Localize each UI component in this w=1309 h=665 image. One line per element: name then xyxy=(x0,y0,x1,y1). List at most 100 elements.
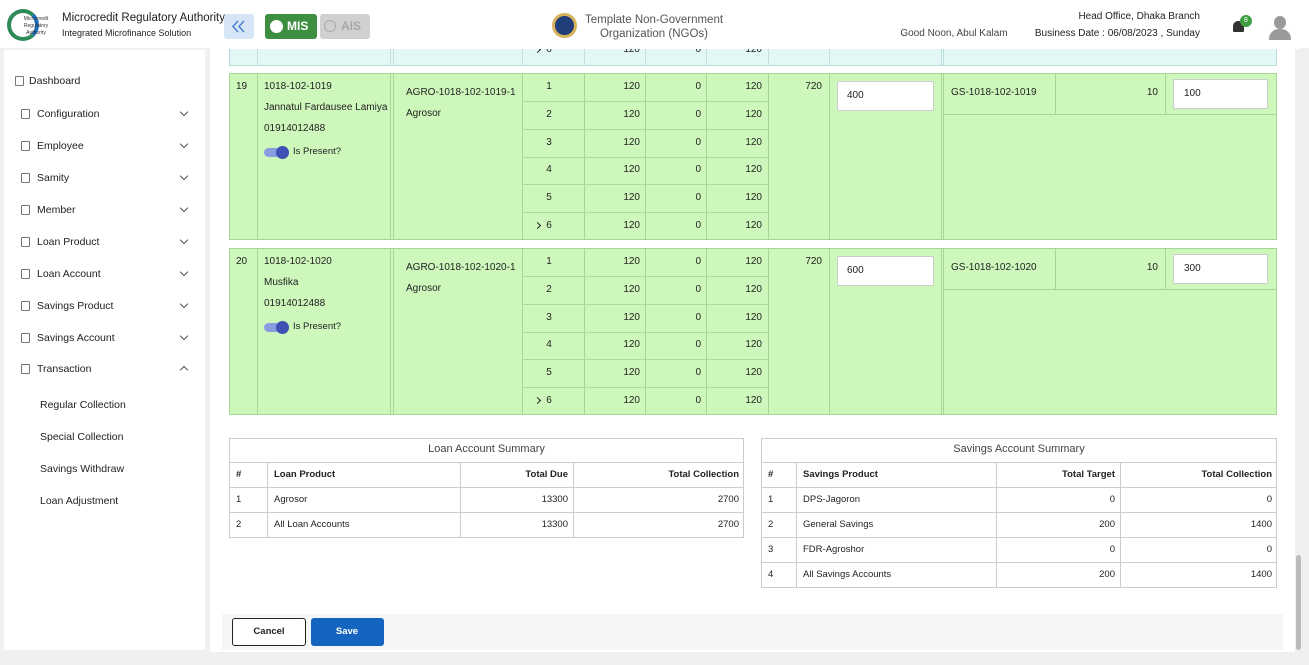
table-col-line xyxy=(996,462,997,587)
col-line xyxy=(768,248,769,415)
submenu-item[interactable]: Special Collection xyxy=(40,431,124,443)
amount-input[interactable] xyxy=(837,81,934,111)
member-phone: 01914012488 xyxy=(264,298,326,309)
menu-item[interactable]: Dashboard xyxy=(29,75,81,87)
savings-col-line xyxy=(1055,73,1056,115)
submenu-item[interactable]: Loan Adjustment xyxy=(40,495,119,507)
present-label: Is Present? xyxy=(293,146,342,157)
present-toggle[interactable] xyxy=(264,323,286,332)
menu-item[interactable]: Loan Account xyxy=(37,268,101,280)
loan-total: 720 xyxy=(805,256,822,267)
loan-code: AGRO-1018-102-1020-1 xyxy=(406,262,516,273)
menu-icon xyxy=(21,364,30,374)
installment-no: 5 xyxy=(546,192,552,204)
table-header: Total Target xyxy=(1062,469,1115,480)
save-button[interactable] xyxy=(311,618,384,646)
row-line xyxy=(522,156,768,158)
col-line xyxy=(390,248,391,415)
table-header: # xyxy=(236,469,242,480)
table-col-line xyxy=(796,462,797,587)
installment-value: 0 xyxy=(695,108,701,120)
installment-value: 120 xyxy=(745,44,762,55)
installment-no: 6 xyxy=(546,395,552,407)
summary-title: Savings Account Summary xyxy=(953,443,1085,455)
menu-icon xyxy=(21,237,30,247)
col-line xyxy=(829,248,830,415)
table-line xyxy=(761,537,1277,538)
col-line xyxy=(941,73,942,240)
avatar-body xyxy=(1269,29,1291,41)
installment-value: 0 xyxy=(695,367,701,379)
amount-input[interactable] xyxy=(837,256,934,286)
table-line xyxy=(229,462,744,463)
savings-sub-line xyxy=(943,114,1277,115)
table-line xyxy=(761,587,1277,588)
installment-value: 120 xyxy=(623,311,640,323)
ais-label: AIS xyxy=(341,19,362,33)
installment-no: 2 xyxy=(546,283,552,295)
installment-no: 3 xyxy=(546,311,552,323)
savings-code: GS-1018-102-1020 xyxy=(951,262,1037,273)
notification-badge xyxy=(1240,15,1252,27)
table-cell: 13300 xyxy=(541,519,568,530)
row-line xyxy=(522,212,768,214)
installment-value: 120 xyxy=(745,136,762,148)
installment-value: 120 xyxy=(745,164,762,176)
installment-value: 120 xyxy=(745,367,762,379)
menu-item[interactable]: Samity xyxy=(37,172,70,184)
table-col-line xyxy=(267,462,268,537)
menu-item[interactable]: Member xyxy=(37,204,76,216)
table-line xyxy=(761,462,1277,463)
installment-value: 120 xyxy=(623,80,640,92)
installment-value: 0 xyxy=(695,255,701,267)
loan-total: 720 xyxy=(805,81,822,92)
submenu-item[interactable]: Regular Collection xyxy=(40,399,126,411)
row-line xyxy=(522,128,768,130)
amount-value: 400 xyxy=(847,90,864,101)
submenu-item[interactable]: Savings Withdraw xyxy=(40,463,125,475)
member-name: Jannatul Fardausee Lamiya xyxy=(264,102,388,113)
avatar-head[interactable] xyxy=(1274,16,1286,29)
installment-value: 0 xyxy=(695,192,701,204)
menu-item[interactable]: Savings Product xyxy=(37,300,114,312)
installment-value: 120 xyxy=(745,339,762,351)
menu-item[interactable]: Employee xyxy=(37,140,84,152)
cancel-label[interactable]: Cancel xyxy=(253,626,285,637)
scrollbar xyxy=(1296,555,1301,650)
bell[interactable] xyxy=(1233,21,1244,32)
col-line xyxy=(645,40,646,66)
mis-label: MIS xyxy=(287,19,309,33)
present-toggle[interactable] xyxy=(264,148,286,157)
col-line xyxy=(768,40,769,66)
savings-input[interactable] xyxy=(1173,79,1268,109)
table-cell: 2700 xyxy=(717,494,739,505)
save-label[interactable]: Save xyxy=(335,626,359,637)
table-line xyxy=(761,487,1277,488)
menu-item[interactable]: Loan Product xyxy=(37,236,100,248)
menu-icon xyxy=(21,141,30,151)
col-line xyxy=(829,73,830,240)
member-code: 1018-102-1019 xyxy=(264,81,332,92)
installment-no: 1 xyxy=(546,80,552,92)
menu-item[interactable]: Transaction xyxy=(37,363,92,375)
menu-item[interactable]: Configuration xyxy=(37,108,100,120)
col-line xyxy=(393,73,394,240)
chevrons xyxy=(231,20,245,33)
cancel-button[interactable] xyxy=(232,618,306,646)
menu-item[interactable]: Savings Account xyxy=(37,332,115,344)
member-name: Musfika xyxy=(264,277,299,288)
table-col-line xyxy=(1120,462,1121,587)
table-cell: FDR-Agroshor xyxy=(803,544,865,555)
savings-input[interactable] xyxy=(1173,254,1268,284)
installment-value: 120 xyxy=(623,395,640,407)
installment-value: 120 xyxy=(623,192,640,204)
table-header: Total Collection xyxy=(1201,469,1272,480)
table-header: # xyxy=(768,469,774,480)
footer-bar xyxy=(222,614,1283,650)
table-line xyxy=(761,512,1277,513)
installment-no: 6 xyxy=(546,44,552,55)
savings-value: 10 xyxy=(1146,262,1158,273)
row-line xyxy=(522,184,768,186)
business-date: Business Date : 06/08/2023 , Sunday xyxy=(1034,28,1200,39)
